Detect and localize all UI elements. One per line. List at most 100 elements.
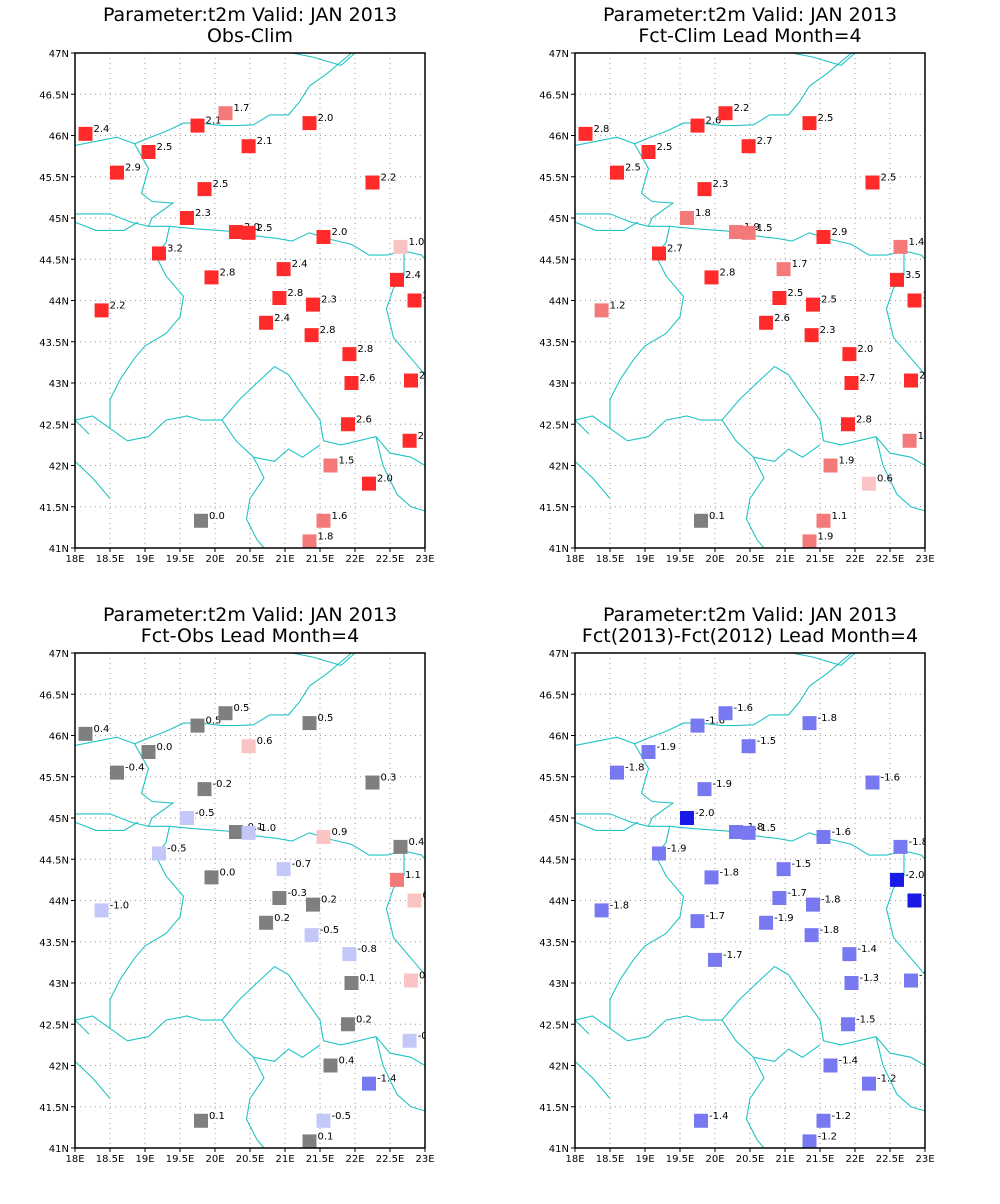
station-marker <box>341 1017 355 1032</box>
station-marker <box>194 1113 208 1128</box>
station-value-label: -0.2 <box>213 779 233 790</box>
border-line <box>75 813 185 1029</box>
border-line <box>253 1044 321 1062</box>
station-marker <box>865 175 880 190</box>
station-marker <box>407 293 422 308</box>
station-value-label: 2.9 <box>832 227 848 238</box>
station-marker <box>272 291 287 306</box>
station-value-label: -0.4 <box>125 763 145 774</box>
border-line <box>134 743 175 827</box>
y-tick-label: 47N <box>49 49 69 60</box>
y-tick-label: 43.5N <box>539 938 569 949</box>
y-tick-label: 43N <box>549 979 569 990</box>
border-line <box>75 1019 90 1035</box>
station-marker <box>816 1113 831 1128</box>
station-marker <box>110 165 124 180</box>
station-marker <box>729 225 743 240</box>
station-marker <box>694 1113 708 1128</box>
border-line <box>875 1036 925 1112</box>
x-tick-label: 21.5E <box>306 1154 335 1165</box>
y-tick-label: 45N <box>549 814 569 825</box>
station-value-label: 3.2 <box>167 243 183 254</box>
station-marker <box>276 262 291 277</box>
border-line <box>669 225 925 260</box>
y-tick-label: 46.5N <box>539 90 569 101</box>
border-line <box>109 365 425 466</box>
station-marker <box>904 973 918 988</box>
station-value-label: -1.8 <box>818 713 838 724</box>
station-value-label: 2.5 <box>818 113 834 124</box>
y-tick-label: 45N <box>49 814 69 825</box>
station-value-label: 2.8 <box>720 267 736 278</box>
station-marker <box>94 903 109 918</box>
station-marker <box>718 106 733 121</box>
station-marker <box>741 739 756 754</box>
station-marker <box>78 126 93 141</box>
station-value-label: -1.4 <box>377 1074 397 1085</box>
station-value-label: 2.4 <box>405 270 421 281</box>
y-tick-label: 46N <box>49 732 69 743</box>
station-value-label: 1.9 <box>839 456 855 467</box>
station-value-label: 2.3 <box>321 295 337 306</box>
station-value-label: -0.5 <box>320 925 340 936</box>
station-value-label: -1.6 <box>706 716 726 727</box>
station-marker <box>259 315 274 330</box>
station-value-label: -0.6 <box>418 1031 438 1042</box>
station-value-label: 0.1 <box>318 1131 334 1142</box>
station-value-label: -1.8 <box>820 925 840 936</box>
station-marker <box>718 706 733 721</box>
station-value-label: -1.9 <box>657 742 677 753</box>
station-marker <box>306 297 320 312</box>
y-tick-label: 43N <box>49 979 69 990</box>
station-value-label: 1.5 <box>757 223 773 234</box>
y-tick-label: 43.5N <box>39 338 69 349</box>
station-marker <box>197 782 212 797</box>
border-line <box>75 415 111 429</box>
station-marker <box>842 947 857 962</box>
station-marker <box>741 225 756 240</box>
station-marker <box>218 106 233 121</box>
station-marker <box>690 718 705 733</box>
station-marker <box>772 891 787 906</box>
station-value-label: 1.1 <box>832 511 848 522</box>
x-tick-label: 18E <box>565 1154 584 1165</box>
station-marker <box>641 145 656 159</box>
station-value-label: 1.8 <box>318 531 334 542</box>
station-value-label: -0.5 <box>195 808 215 819</box>
station-value-label: 2.6 <box>774 313 790 324</box>
station-marker <box>204 270 219 285</box>
panel-title: Parameter:t2m Valid: JAN 2013 <box>103 604 397 626</box>
station-marker <box>78 726 93 741</box>
station-value-label: 2.5 <box>257 223 273 234</box>
station-value-label: 0.4 <box>339 1056 355 1067</box>
station-value-label: 2.8 <box>357 344 373 355</box>
x-tick-label: 22.5E <box>376 554 405 565</box>
station-marker <box>690 914 705 929</box>
station-marker <box>694 513 708 528</box>
station-value-label: -1.4 <box>919 971 939 982</box>
station-value-label: 1.4 <box>909 237 925 248</box>
station-marker <box>241 825 256 840</box>
border-line <box>575 53 852 146</box>
x-tick-label: 20.5E <box>736 554 765 565</box>
border-line <box>75 460 111 499</box>
station-marker <box>772 291 787 306</box>
station-value-label: 2.4 <box>94 124 110 135</box>
station-marker <box>804 928 819 943</box>
station-value-label: 1.9 <box>818 531 834 542</box>
border-line <box>291 53 356 67</box>
x-tick-label: 22.5E <box>876 554 905 565</box>
station-value-label: -1.8 <box>909 837 929 848</box>
x-tick-label: 22E <box>845 1154 864 1165</box>
station-value-label: 1.6 <box>332 511 348 522</box>
station-marker <box>341 417 355 432</box>
station-marker <box>316 513 331 528</box>
panel-title: Parameter:t2m Valid: JAN 2013 <box>103 4 397 26</box>
station-marker <box>404 973 418 988</box>
x-tick-label: 21E <box>275 1154 294 1165</box>
border-line <box>575 821 639 831</box>
station-value-label: 0.1 <box>360 973 376 984</box>
station-marker <box>241 739 256 754</box>
border-line <box>753 1044 821 1062</box>
